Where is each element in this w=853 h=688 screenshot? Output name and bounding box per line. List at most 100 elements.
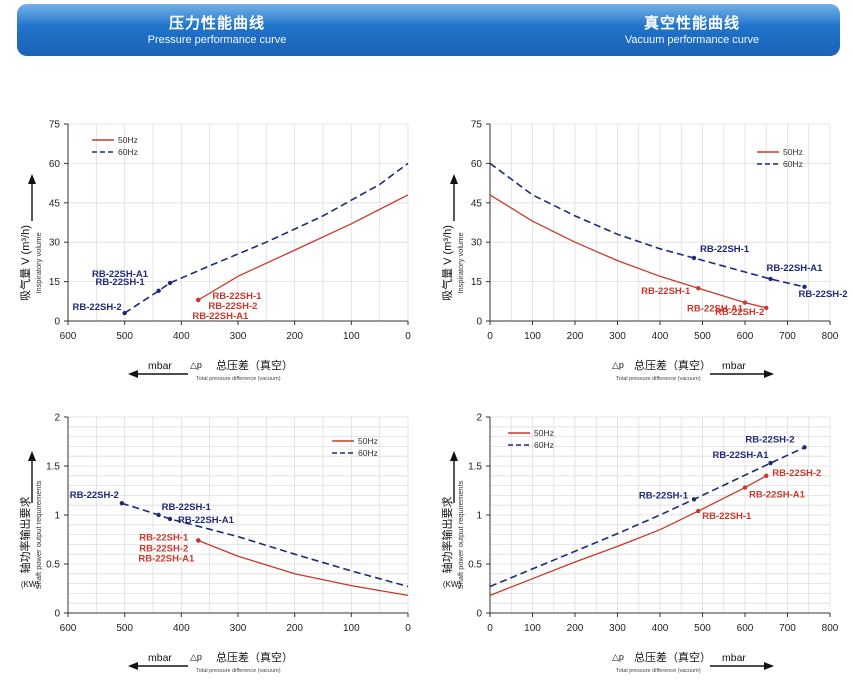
x-axis-unit: mbar — [148, 360, 172, 372]
legend: 50Hz 60Hz — [508, 428, 554, 450]
model-point — [768, 276, 773, 282]
vacuum-title-en: Vacuum performance curve — [624, 34, 760, 46]
x-axis-title-cn: 总压差（真空） — [634, 650, 711, 664]
y-axis-title: 轴功率输出要求 Shaft power output requirements(K… — [440, 451, 465, 589]
y-tick-label: 1.5 — [46, 462, 60, 473]
x-axis-unit: mbar — [148, 652, 172, 664]
model-label: RB-22SH-1 — [139, 532, 189, 543]
y-tick-label: 15 — [49, 277, 61, 288]
y-tick-label: 1.5 — [468, 462, 482, 473]
x-tick-label: 0 — [487, 331, 493, 342]
legend-label: 60Hz — [783, 159, 803, 169]
y-axis-title-cn: 轴功率输出要求 — [440, 497, 454, 574]
x-axis-delta: △p — [190, 360, 202, 370]
model-label: RB-22SH-1 — [212, 291, 262, 302]
y-axis-title: 吸气量 V (m³/h) Inspiratory volume — [18, 174, 43, 301]
y-tick-label: 0 — [476, 609, 482, 620]
x-axis-delta: △p — [612, 360, 624, 370]
model-label: RB-22SH-2 — [799, 289, 848, 300]
x-tick-label: 600 — [737, 331, 754, 342]
x-axis-title-en: Total pressure difference (vacuum) — [196, 668, 281, 674]
x-tick-label: 200 — [286, 331, 303, 342]
y-tick-label: 15 — [471, 277, 483, 288]
x-tick-label: 300 — [609, 331, 626, 342]
x-axis-arrow-head — [764, 662, 774, 670]
model-point — [691, 497, 697, 502]
series-line-50hz — [489, 475, 767, 597]
y-tick-label: 60 — [49, 159, 61, 170]
model-label: RB-22SH-2 — [208, 301, 257, 312]
y-tick-label: 30 — [471, 238, 483, 249]
x-axis-title: △p 总压差（真空） Total pressure difference (vacu… — [612, 650, 774, 674]
vacuum-curve-heading: 真空性能曲线 Vacuum performance curve — [602, 12, 782, 46]
x-tick-label: 700 — [779, 331, 796, 342]
y-axis-title-en: Inspiratory volume — [34, 232, 43, 293]
x-axis-unit: mbar — [722, 360, 746, 372]
x-axis-title: mbar △p 总压差（真空） Total pressure difference (… — [128, 358, 293, 382]
x-axis-title-cn: 总压差（真空） — [216, 650, 293, 664]
y-tick-label: 1 — [54, 511, 60, 522]
legend: 50Hz 60Hz — [757, 147, 803, 169]
chart-vacuum-flow: 0 100 200 300 400 500 600 700 800 0 15 30 45 60 75 RB-2… — [440, 120, 848, 383]
x-tick-label: 200 — [567, 623, 584, 634]
legend-label: 50Hz — [118, 135, 138, 145]
y-tick-label: 2 — [54, 413, 60, 424]
x-tick-label: 0 — [487, 623, 493, 634]
model-label: RB-22SH-2 — [139, 543, 188, 554]
model-point — [802, 445, 807, 450]
x-tick-label: 600 — [60, 623, 77, 634]
y-tick-label: 1 — [476, 511, 482, 522]
x-tick-label: 0 — [405, 623, 411, 634]
chart-pressure-power: 600 500 400 300 200 100 000.511.52RB-22SH-2RB-… — [18, 413, 411, 675]
legend: 50Hz 60Hz — [92, 135, 138, 157]
model-label: RB-22SH-1 — [162, 502, 212, 513]
pressure-title-en: Pressure performance curve — [147, 34, 287, 46]
x-tick-label: 400 — [652, 331, 669, 342]
x-tick-label: 500 — [694, 331, 711, 342]
y-axis-title: 吸气量 V (m³/h) Inspiratory volume — [440, 174, 465, 301]
series-line-50hz — [489, 194, 767, 309]
y-tick-label: 75 — [471, 120, 483, 131]
model-label: RB-22SH-1 — [641, 286, 691, 297]
model-point — [119, 501, 125, 506]
y-tick-label: 0 — [54, 609, 60, 620]
y-axis-arrow-head — [450, 451, 458, 461]
y-axis-title: 轴功率输出要求 Shaft power output requirements(K… — [18, 451, 43, 589]
y-tick-label: 0.5 — [46, 560, 60, 571]
model-point — [768, 460, 773, 466]
x-axis-title-cn: 总压差（真空） — [216, 358, 293, 372]
x-tick-label: 300 — [230, 623, 247, 634]
model-label: RB-22SH-2 — [745, 434, 794, 445]
x-axis-title-en: Total pressure difference (vacuum) — [616, 668, 701, 674]
y-axis-arrow-head — [450, 174, 458, 184]
x-tick-label: 400 — [173, 623, 190, 634]
y-axis-title-cn: 吸气量 V (m³/h) — [440, 225, 454, 301]
y-tick-label: 2 — [476, 413, 482, 424]
model-label: RB-22SH-A1 — [92, 269, 149, 280]
y-axis-arrow-head — [28, 451, 36, 461]
x-tick-label: 500 — [116, 331, 133, 342]
model-point — [156, 288, 161, 293]
x-tick-label: 400 — [173, 331, 190, 342]
chart-pressure-flow: 600 500 400 300 200 100 0 0 15 30 45 60 75 RB-22SH-A1… — [18, 120, 411, 383]
model-point — [742, 485, 748, 490]
model-label: RB-22SH-1 — [639, 490, 689, 501]
y-axis-title-cn: 轴功率输出要求 — [18, 497, 32, 574]
x-tick-label: 700 — [779, 623, 796, 634]
model-label: RB-22SH-1 — [700, 244, 750, 255]
model-point — [696, 508, 701, 514]
model-label: RB-22SH-2 — [70, 490, 119, 501]
x-tick-label: 300 — [230, 331, 247, 342]
series-line-60hz — [124, 162, 409, 314]
x-tick-label: 0 — [405, 331, 411, 342]
model-point — [764, 305, 769, 311]
model-label: RB-22SH-A1 — [138, 553, 195, 564]
x-tick-label: 200 — [567, 331, 584, 342]
header-banner: 压力性能曲线 Pressure performance curve 真空性能曲线… — [17, 4, 840, 56]
model-point — [122, 310, 127, 316]
y-axis-title-en: Shaft power output requirements — [34, 480, 43, 589]
legend-label: 50Hz — [783, 147, 803, 157]
x-tick-label: 200 — [286, 623, 303, 634]
pressure-title-cn: 压力性能曲线 — [168, 15, 265, 32]
grid — [67, 123, 409, 322]
